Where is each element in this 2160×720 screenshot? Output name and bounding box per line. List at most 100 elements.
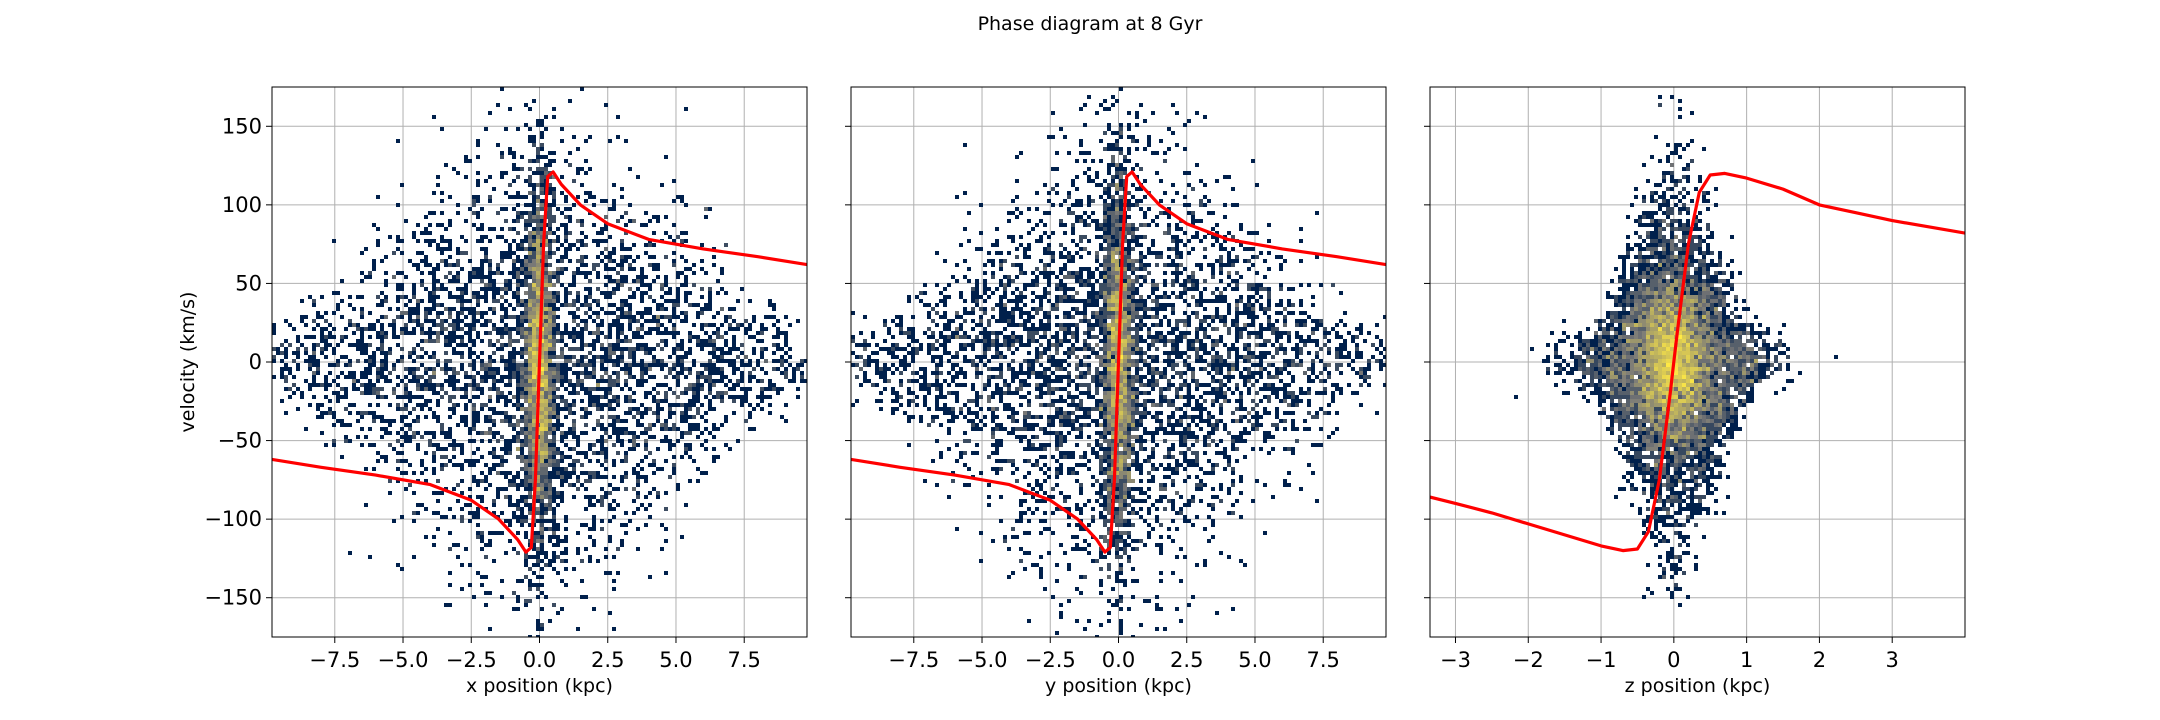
density-cell bbox=[540, 399, 544, 403]
density-cell bbox=[396, 239, 400, 243]
density-cell bbox=[692, 271, 696, 275]
density-cell bbox=[584, 391, 588, 395]
density-cell bbox=[540, 495, 544, 499]
density-cell bbox=[532, 367, 536, 371]
density-cell bbox=[532, 203, 536, 207]
density-cell bbox=[1055, 415, 1059, 419]
density-cell bbox=[460, 563, 464, 567]
density-cell bbox=[524, 471, 528, 475]
density-cell bbox=[1111, 351, 1115, 355]
density-cell bbox=[1215, 367, 1219, 371]
density-cell bbox=[528, 311, 532, 315]
density-cell bbox=[608, 403, 612, 407]
density-cell bbox=[452, 487, 456, 491]
density-cell bbox=[400, 331, 404, 335]
density-cell bbox=[1187, 475, 1191, 479]
density-cell bbox=[616, 263, 620, 267]
density-cell bbox=[696, 427, 700, 431]
density-cell bbox=[756, 339, 760, 343]
density-cell bbox=[548, 539, 552, 543]
density-cell bbox=[1147, 399, 1151, 403]
density-cell bbox=[644, 443, 648, 447]
density-cell bbox=[508, 363, 512, 367]
density-cell bbox=[316, 315, 320, 319]
density-cell bbox=[536, 483, 540, 487]
density-cell bbox=[652, 387, 656, 391]
density-cell bbox=[684, 419, 688, 423]
density-cell bbox=[628, 371, 632, 375]
density-cell bbox=[412, 331, 416, 335]
density-cell bbox=[484, 379, 488, 383]
density-cell bbox=[504, 239, 508, 243]
density-cell bbox=[1127, 343, 1131, 347]
density-cell bbox=[971, 299, 975, 303]
density-cell bbox=[636, 527, 640, 531]
density-cell bbox=[1115, 207, 1119, 211]
density-cell bbox=[500, 595, 504, 599]
density-cell bbox=[460, 351, 464, 355]
density-cell bbox=[448, 375, 452, 379]
density-cell bbox=[1111, 367, 1115, 371]
density-cell bbox=[500, 487, 504, 491]
density-cell bbox=[516, 395, 520, 399]
density-cell bbox=[592, 519, 596, 523]
density-cell bbox=[416, 383, 420, 387]
density-cell bbox=[432, 455, 436, 459]
density-cell bbox=[1127, 315, 1131, 319]
density-cell bbox=[416, 239, 420, 243]
density-cell bbox=[472, 311, 476, 315]
density-cell bbox=[524, 307, 528, 311]
density-cell bbox=[556, 367, 560, 371]
density-cell bbox=[740, 287, 744, 291]
density-cell bbox=[991, 275, 995, 279]
density-cell bbox=[428, 271, 432, 275]
density-cell bbox=[520, 383, 524, 387]
density-cell bbox=[644, 439, 648, 443]
density-cell bbox=[987, 295, 991, 299]
density-cell bbox=[300, 299, 304, 303]
density-cell bbox=[684, 351, 688, 355]
density-cell bbox=[564, 375, 568, 379]
density-cell bbox=[556, 611, 560, 615]
density-cell bbox=[1055, 351, 1059, 355]
density-cell bbox=[544, 563, 548, 567]
density-cell bbox=[560, 339, 564, 343]
density-cell bbox=[696, 379, 700, 383]
density-cell bbox=[580, 219, 584, 223]
density-cell bbox=[604, 451, 608, 455]
density-cell bbox=[376, 415, 380, 419]
density-cell bbox=[656, 391, 660, 395]
density-cell bbox=[704, 303, 708, 307]
density-cell bbox=[580, 451, 584, 455]
density-cell bbox=[712, 323, 716, 327]
density-cell bbox=[320, 411, 324, 415]
density-cell bbox=[776, 367, 780, 371]
density-cell bbox=[879, 347, 883, 351]
density-cell bbox=[1227, 371, 1231, 375]
density-cell bbox=[1123, 383, 1127, 387]
density-cell bbox=[452, 375, 456, 379]
density-cell bbox=[620, 247, 624, 251]
density-cell bbox=[488, 367, 492, 371]
density-cell bbox=[512, 591, 516, 595]
density-cell bbox=[1167, 303, 1171, 307]
density-cell bbox=[780, 363, 784, 367]
density-cell bbox=[528, 251, 532, 255]
density-cell bbox=[736, 439, 740, 443]
density-cell bbox=[332, 443, 336, 447]
density-cell bbox=[584, 471, 588, 475]
density-cell bbox=[600, 451, 604, 455]
density-cell bbox=[1139, 439, 1143, 443]
density-cell bbox=[544, 455, 548, 459]
density-cell bbox=[608, 407, 612, 411]
density-cell bbox=[1015, 195, 1019, 199]
density-cell bbox=[492, 227, 496, 231]
density-cell bbox=[492, 503, 496, 507]
density-cell bbox=[1119, 631, 1123, 635]
density-cell bbox=[1107, 599, 1111, 603]
density-cell bbox=[1123, 283, 1127, 287]
density-cell bbox=[604, 283, 608, 287]
density-cell bbox=[388, 443, 392, 447]
density-cell bbox=[624, 431, 628, 435]
density-cell bbox=[552, 519, 556, 523]
